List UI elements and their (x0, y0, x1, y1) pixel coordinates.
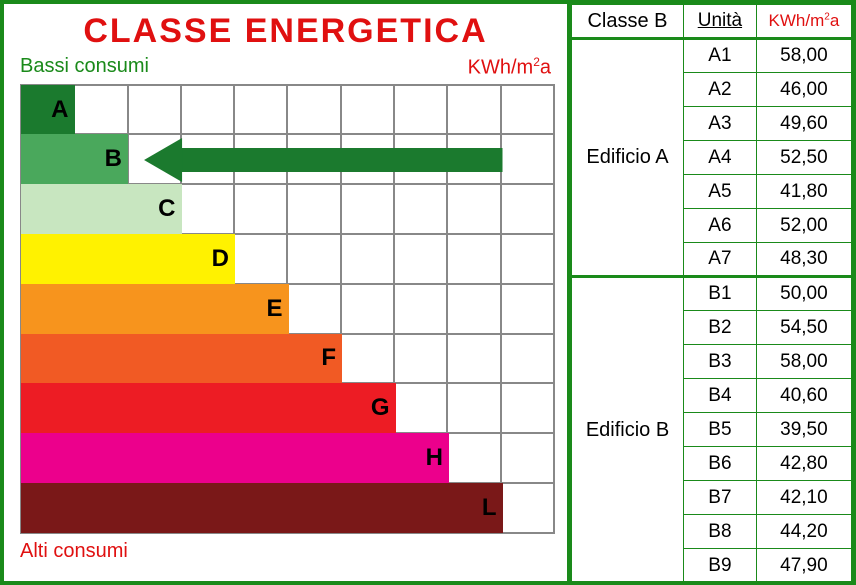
energy-class-chart: ABCDEFGHL (20, 84, 555, 534)
energy-bar-d: D (21, 234, 235, 284)
energy-bar-h: H (21, 433, 449, 483)
unit-cell: A6 (684, 209, 757, 243)
table-row: Edificio AA158,00 (572, 39, 852, 73)
unit-cell: B9 (684, 549, 757, 583)
value-cell: 39,50 (756, 413, 851, 447)
energy-bar-a: A (21, 85, 75, 135)
table-header-class: Classe B (572, 5, 684, 39)
unit-cell: A4 (684, 141, 757, 175)
value-cell: 44,20 (756, 515, 851, 549)
value-cell: 46,00 (756, 73, 851, 107)
unit-cell: A2 (684, 73, 757, 107)
unit-cell: A5 (684, 175, 757, 209)
building-label: Edificio A (572, 39, 684, 277)
value-cell: 54,50 (756, 311, 851, 345)
value-cell: 52,50 (756, 141, 851, 175)
value-cell: 58,00 (756, 39, 851, 73)
value-cell: 47,90 (756, 549, 851, 583)
value-cell: 50,00 (756, 277, 851, 311)
unit-label-top: KWh/m2a (468, 55, 551, 80)
chart-top-labels: Bassi consumi KWh/m2a (4, 55, 567, 84)
chart-title: CLASSE ENERGETICA (4, 12, 567, 51)
unit-cell: A7 (684, 243, 757, 277)
value-cell: 42,80 (756, 447, 851, 481)
energy-chart-panel: CLASSE ENERGETICA Bassi consumi KWh/m2a … (0, 0, 571, 585)
table-row: Edificio BB150,00 (572, 277, 852, 311)
unit-cell: B7 (684, 481, 757, 515)
unit-cell: B1 (684, 277, 757, 311)
unit-cell: A3 (684, 107, 757, 141)
unit-cell: A1 (684, 39, 757, 73)
energy-bar-g: G (21, 383, 396, 433)
unit-cell: B2 (684, 311, 757, 345)
energy-bar-l: L (21, 483, 503, 533)
value-cell: 40,60 (756, 379, 851, 413)
value-cell: 42,10 (756, 481, 851, 515)
value-cell: 52,00 (756, 209, 851, 243)
value-cell: 58,00 (756, 345, 851, 379)
value-cell: 48,30 (756, 243, 851, 277)
energy-data-table: Classe BUnitàKWh/m2aEdificio AA158,00A24… (571, 4, 852, 583)
unit-cell: B6 (684, 447, 757, 481)
value-cell: 49,60 (756, 107, 851, 141)
table-header-unit: Unità (684, 5, 757, 39)
data-table-panel: Classe BUnitàKWh/m2aEdificio AA158,00A24… (571, 0, 856, 585)
low-consumption-label: Bassi consumi (20, 55, 149, 80)
unit-cell: B5 (684, 413, 757, 447)
unit-cell: B3 (684, 345, 757, 379)
energy-bar-f: F (21, 334, 342, 384)
table-header-kwh: KWh/m2a (756, 5, 851, 39)
building-label: Edificio B (572, 277, 684, 583)
unit-cell: B4 (684, 379, 757, 413)
energy-bar-e: E (21, 284, 289, 334)
energy-bar-c: C (21, 184, 182, 234)
high-consumption-label: Alti consumi (4, 534, 567, 563)
value-cell: 41,80 (756, 175, 851, 209)
unit-cell: B8 (684, 515, 757, 549)
energy-bar-b: B (21, 134, 128, 184)
